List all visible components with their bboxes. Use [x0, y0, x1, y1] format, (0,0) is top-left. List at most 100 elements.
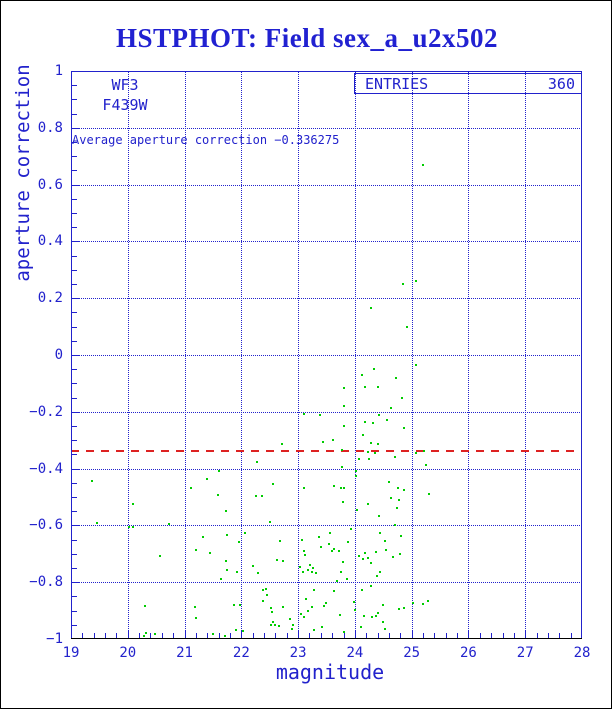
y-tick-label: 0.2	[37, 290, 63, 307]
x-minor-tick	[343, 633, 345, 638]
scatter-point	[281, 606, 284, 609]
scatter-point	[264, 588, 267, 591]
scatter-point	[424, 463, 427, 466]
scatter-point	[373, 451, 376, 454]
y-minor-tick	[72, 383, 77, 385]
x-minor-tick	[252, 633, 254, 638]
scatter-point	[385, 418, 388, 421]
y-tick-label: 0.8	[37, 119, 63, 136]
scatter-point	[339, 571, 342, 574]
y-minor-tick	[72, 553, 77, 555]
y-minor-tick	[72, 539, 77, 541]
scatter-point	[306, 610, 309, 613]
scatter-point	[278, 540, 281, 543]
scatter-point	[341, 561, 344, 564]
scatter-point	[343, 386, 346, 389]
entries-label: ENTRIES	[365, 74, 429, 93]
scatter-point	[374, 551, 377, 554]
scatter-point	[269, 521, 272, 524]
scatter-point	[406, 326, 409, 329]
scatter-point	[206, 477, 209, 480]
y-minor-tick	[72, 369, 77, 371]
scatter-point	[357, 457, 360, 460]
x-major-tick	[298, 630, 300, 638]
scatter-point	[223, 634, 226, 637]
x-minor-tick	[366, 633, 368, 638]
chart-title: HSTPHOT: Field sex_a_u2x502	[115, 23, 499, 53]
x-minor-tick	[264, 633, 266, 638]
x-minor-tick	[400, 633, 402, 638]
plot-frame-bottom-axis	[71, 638, 582, 639]
scatter-point	[201, 536, 204, 539]
scatter-point	[331, 438, 334, 441]
y-minor-tick	[72, 99, 77, 101]
scatter-point	[376, 385, 379, 388]
scatter-point	[242, 630, 245, 633]
scatter-point	[397, 498, 400, 501]
scatter-point	[291, 628, 294, 631]
x-minor-tick	[513, 633, 515, 638]
scatter-point	[292, 624, 294, 627]
scatter-point	[305, 598, 308, 601]
scatter-point	[132, 525, 135, 528]
scatter-point	[269, 607, 272, 610]
scatter-point	[309, 564, 312, 567]
x-major-tick	[184, 630, 186, 638]
scatter-point	[383, 628, 386, 631]
scatter-point	[383, 540, 386, 543]
x-minor-tick	[218, 633, 220, 638]
scatter-point	[381, 620, 384, 623]
x-minor-tick	[139, 633, 141, 638]
x-major-tick	[468, 630, 470, 638]
scatter-point	[219, 578, 222, 581]
scatter-point	[352, 601, 355, 604]
scatter-point	[369, 307, 372, 310]
x-tick-label: 25	[403, 645, 421, 661]
x-minor-tick	[93, 633, 95, 638]
scatter-point	[369, 585, 372, 588]
y-minor-tick	[72, 312, 77, 314]
scatter-point	[342, 630, 345, 633]
scatter-point	[271, 620, 274, 623]
y-minor-tick	[72, 85, 77, 87]
camera-label: WF3	[111, 76, 139, 94]
scatter-point	[394, 377, 397, 379]
x-minor-tick	[559, 633, 561, 638]
scatter-point	[271, 482, 274, 485]
scatter-point	[269, 624, 272, 627]
scatter-point	[356, 509, 359, 512]
scatter-point	[339, 614, 342, 617]
y-tick-label: 0.4	[37, 233, 63, 250]
y-tick-label: −0.2	[29, 403, 63, 420]
x-tick-label: 26	[460, 645, 477, 661]
x-tick-label: 19	[62, 645, 80, 661]
scatter-point	[377, 515, 380, 518]
x-minor-tick	[150, 633, 152, 638]
scatter-point	[261, 600, 264, 603]
scatter-point	[367, 457, 370, 460]
scatter-point	[265, 594, 268, 597]
x-minor-tick	[423, 633, 425, 638]
x-minor-tick	[116, 633, 118, 638]
x-minor-tick	[105, 633, 107, 638]
x-minor-tick	[445, 633, 447, 638]
scatter-point	[243, 531, 246, 534]
x-minor-tick	[457, 633, 459, 638]
scatter-point	[262, 589, 265, 592]
x-tick-label: 22	[232, 645, 250, 661]
scatter-point	[335, 579, 338, 582]
scatter-point	[360, 626, 363, 629]
scatter-point	[332, 548, 335, 551]
scatter-point	[427, 600, 430, 603]
y-major-tick	[72, 127, 80, 129]
y-minor-tick	[72, 511, 77, 513]
scatter-point	[332, 485, 335, 488]
x-minor-tick	[309, 633, 311, 638]
y-minor-tick	[72, 340, 77, 342]
scatter-point	[394, 455, 397, 458]
scatter-point	[327, 543, 330, 546]
scatter-point	[389, 406, 392, 409]
y-tick-label: −0.4	[29, 460, 63, 477]
x-minor-tick	[229, 633, 231, 638]
scatter-point	[302, 550, 305, 553]
